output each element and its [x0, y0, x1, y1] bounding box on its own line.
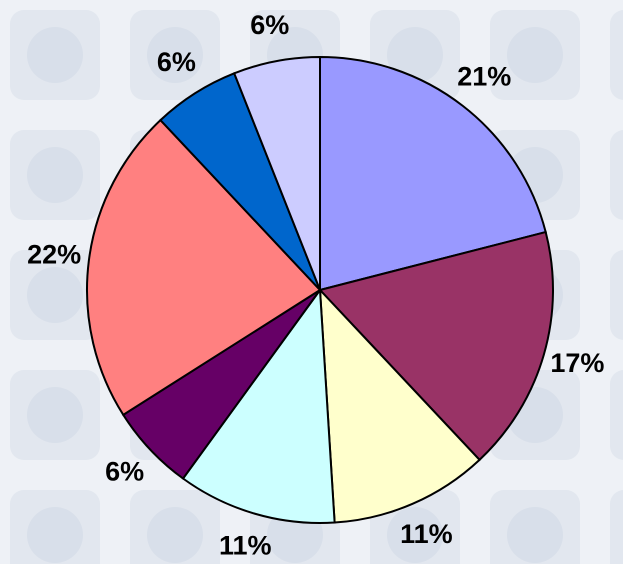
- slice-label: 6%: [105, 457, 144, 487]
- slice-label: 17%: [550, 348, 604, 378]
- slice-label: 6%: [250, 10, 289, 40]
- slice-label: 21%: [457, 61, 511, 91]
- chart: 21% 17% 11% 11% 6% 22% 6% 6%: [0, 0, 623, 564]
- slice-label: 6%: [157, 47, 196, 77]
- slice-label: 11%: [219, 530, 272, 560]
- slice-label: 11%: [400, 519, 453, 549]
- slice-label: 22%: [27, 240, 81, 270]
